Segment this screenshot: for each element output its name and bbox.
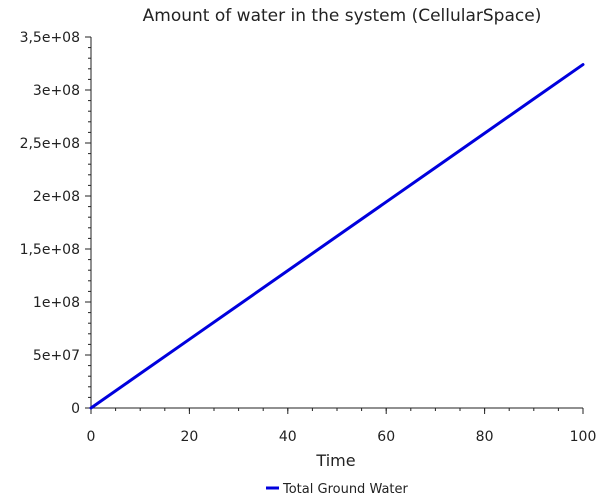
y-tick-label: 2e+08	[33, 189, 80, 205]
x-axis-label: Time	[315, 451, 355, 470]
legend-label: Total Ground Water	[282, 482, 409, 497]
x-tick-label: 0	[87, 429, 96, 445]
y-tick-label: 1,5e+08	[20, 242, 80, 258]
x-tick-label: 80	[476, 429, 494, 445]
x-tick-label: 60	[377, 429, 395, 445]
y-tick-label: 5e+07	[33, 348, 80, 364]
series-line-total-ground-water	[89, 63, 585, 410]
legend: Total Ground Water	[266, 482, 409, 497]
series-layer	[89, 63, 585, 410]
y-tick-label: 3,5e+08	[20, 30, 80, 46]
y-tick-label: 2,5e+08	[20, 136, 80, 152]
y-tick-label: 0	[71, 401, 80, 417]
axes: 0 5e+07 1e+08 1,5e+08 2e+08 2,5e+08 3e+08 3,5e+…	[20, 30, 597, 445]
y-tick-label: 3e+08	[33, 83, 80, 99]
y-tick-label: 1e+08	[33, 295, 80, 311]
chart-title: Amount of water in the system (CellularS…	[143, 6, 542, 26]
x-tick-label: 100	[570, 429, 597, 445]
x-tick-label: 40	[279, 429, 297, 445]
x-tick-label: 20	[180, 429, 198, 445]
